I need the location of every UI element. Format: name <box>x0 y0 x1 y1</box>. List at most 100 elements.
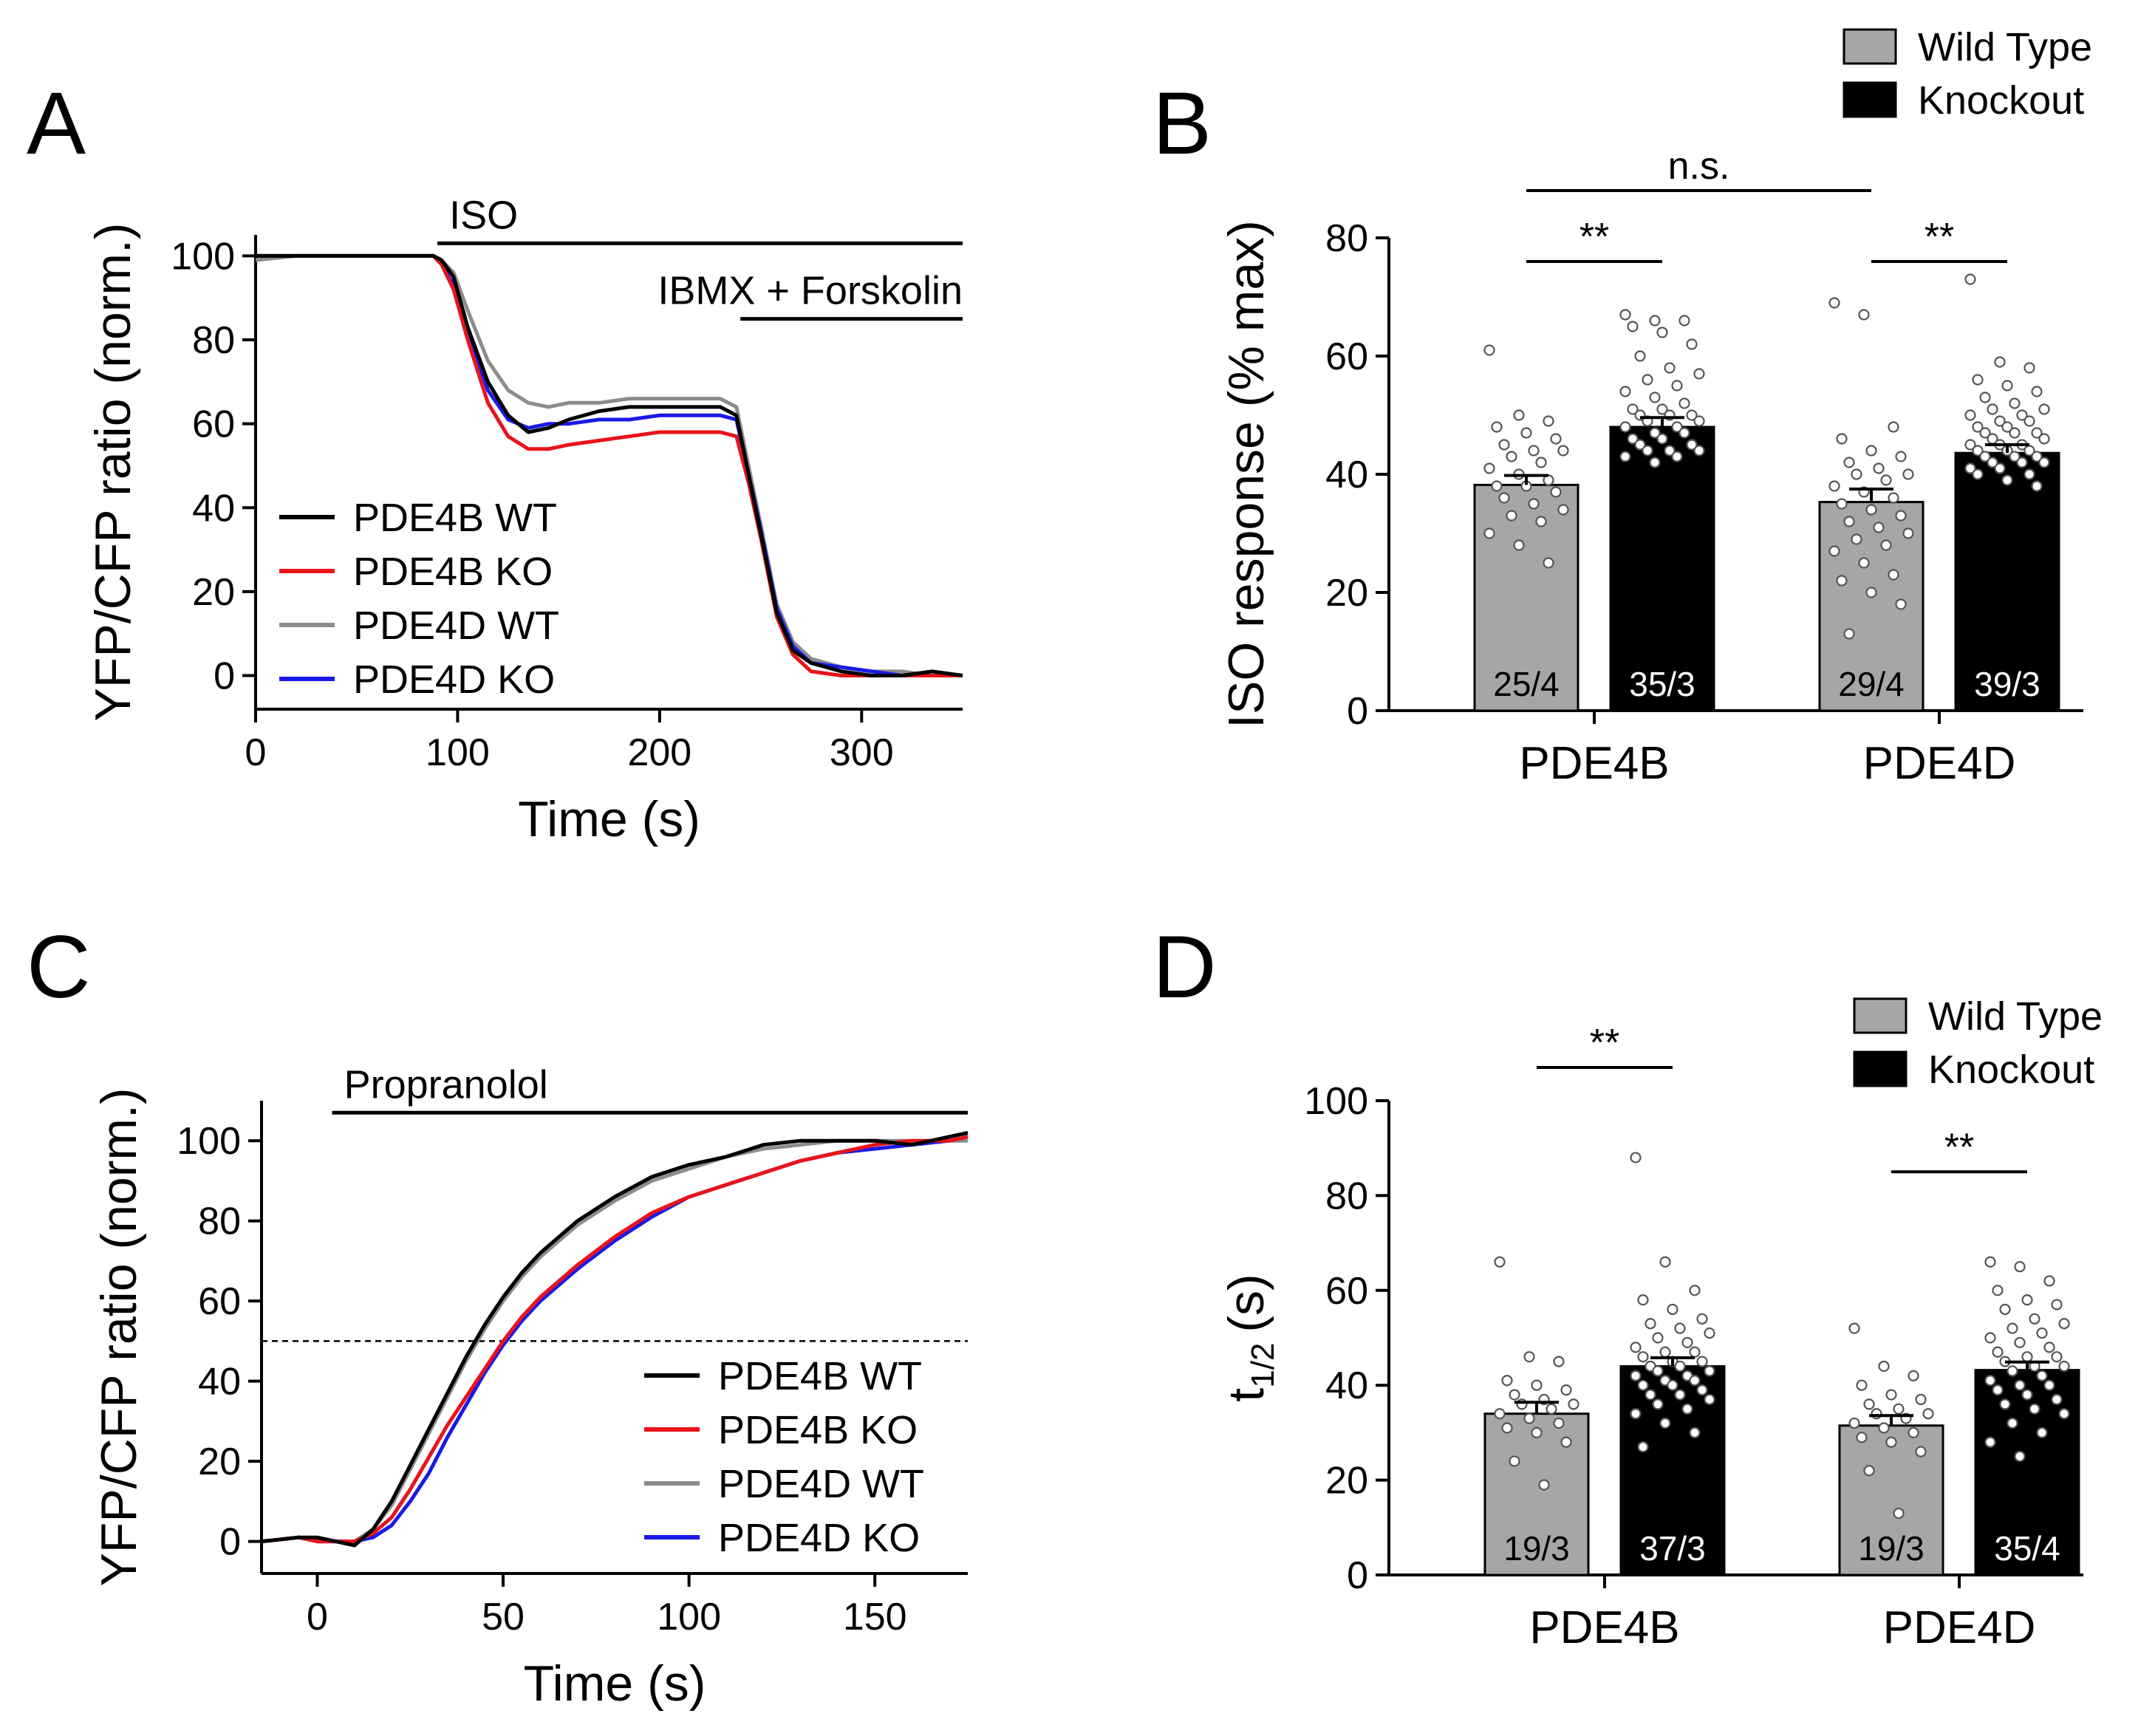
data-point <box>1678 427 1690 439</box>
data-point <box>2038 403 2050 415</box>
data-point <box>2007 1417 2018 1429</box>
data-point <box>1674 1360 1686 1373</box>
data-point <box>1878 1360 1890 1373</box>
x-tick-label: 50 <box>482 1596 525 1638</box>
data-point <box>1858 309 1870 321</box>
data-point <box>1885 1389 1897 1401</box>
data-point <box>1649 457 1661 468</box>
significance-label: ** <box>1925 216 1954 259</box>
legend-label: Knockout <box>1928 1048 2094 1092</box>
x-category-label: PDE4D <box>1863 738 2016 789</box>
y-tick-label: 40 <box>1325 1364 1368 1407</box>
data-point <box>1696 1356 1708 1367</box>
data-point <box>2007 1322 2018 1334</box>
data-point <box>2009 397 2021 409</box>
data-point <box>1659 1417 1671 1429</box>
data-point <box>1851 468 1862 480</box>
y-tick-label: 40 <box>192 487 235 530</box>
data-point <box>1848 1417 1860 1429</box>
data-point <box>1656 327 1668 338</box>
data-point <box>1506 451 1517 462</box>
data-point <box>1836 498 1848 510</box>
data-point <box>1642 374 1653 386</box>
data-point <box>2009 427 2021 439</box>
n-label: 37/3 <box>1639 1529 1706 1568</box>
data-point <box>1994 415 2006 427</box>
data-point <box>2014 1379 2026 1391</box>
data-point <box>2021 1294 2033 1306</box>
data-point <box>1671 380 1683 392</box>
data-point <box>1888 421 1899 433</box>
data-point <box>1843 457 1855 468</box>
n-label: 35/3 <box>1629 665 1695 703</box>
data-point <box>1667 1303 1678 1316</box>
y-axis-label: YFP/CFP ratio (norm.) <box>91 1087 147 1586</box>
data-point <box>1664 362 1676 374</box>
data-point <box>1531 1379 1543 1391</box>
n-label: 29/4 <box>1838 665 1905 703</box>
data-point <box>1523 1351 1535 1363</box>
data-point <box>1619 451 1631 462</box>
data-point <box>1704 1365 1715 1377</box>
data-point <box>1693 415 1705 427</box>
data-point <box>2031 386 2043 397</box>
data-point <box>2001 421 2013 433</box>
data-point <box>1568 1398 1579 1410</box>
data-point <box>2023 468 2035 480</box>
data-point <box>1528 445 1540 457</box>
data-point <box>1908 1370 1919 1381</box>
data-point <box>1637 1294 1649 1306</box>
panel-a-line-chart: 0 20 40 60 80 100 0 100 200 300 YFP/CFP ratio (nor… <box>85 193 963 847</box>
data-point <box>1637 1441 1649 1453</box>
y-tick-label: 60 <box>198 1280 241 1323</box>
data-point <box>1627 403 1639 415</box>
data-point <box>1873 462 1885 474</box>
data-point <box>2043 1379 2055 1391</box>
data-point <box>1686 439 1698 451</box>
data-point <box>1652 1332 1664 1344</box>
data-point <box>1619 309 1631 321</box>
data-point <box>1557 504 1569 516</box>
data-point <box>1652 1398 1664 1410</box>
panel-label-d: D <box>1152 917 1217 1016</box>
data-point <box>2001 380 2013 392</box>
data-point <box>1630 1152 1642 1163</box>
data-point <box>1984 1332 1996 1344</box>
data-point <box>1645 1389 1656 1401</box>
data-point <box>2058 1318 2070 1330</box>
data-point <box>1922 1408 1934 1420</box>
y-tick-label: 0 <box>1347 1554 1368 1597</box>
x-category-label: PDE4B <box>1519 738 1669 789</box>
data-point <box>1902 527 1914 539</box>
y-tick-label: 20 <box>1325 572 1368 615</box>
data-point <box>2043 1342 2055 1353</box>
data-point <box>1696 1313 1708 1325</box>
data-point <box>1895 598 1907 610</box>
data-point <box>1553 1356 1565 1367</box>
x-tick-label: 100 <box>657 1596 721 1638</box>
legend-label: PDE4D WT <box>718 1462 924 1506</box>
y-tick-label: 100 <box>1304 1080 1368 1123</box>
data-point <box>1893 1507 1905 1520</box>
data-point <box>1987 457 1998 468</box>
data-point <box>1656 433 1668 445</box>
data-point <box>1645 1318 1656 1330</box>
data-point <box>1987 403 1998 415</box>
data-point <box>1856 1379 1868 1391</box>
legend-label: PDE4B KO <box>353 550 553 594</box>
x-tick-label: 0 <box>245 731 267 774</box>
bar-knockout-pde4d <box>1954 451 2060 712</box>
data-point <box>1509 1389 1520 1401</box>
data-point <box>1630 1370 1642 1381</box>
y-tick-label: 20 <box>198 1441 241 1483</box>
significance-label: ** <box>1944 1126 1974 1169</box>
data-point <box>2029 1313 2040 1325</box>
data-point <box>1964 462 1976 474</box>
n-label: 19/3 <box>1858 1529 1925 1568</box>
data-point <box>1704 1327 1715 1339</box>
data-point <box>1689 1426 1701 1439</box>
data-point <box>1704 1393 1715 1406</box>
data-point <box>1637 1351 1649 1363</box>
data-point <box>1674 1322 1686 1334</box>
data-point <box>1498 439 1510 451</box>
